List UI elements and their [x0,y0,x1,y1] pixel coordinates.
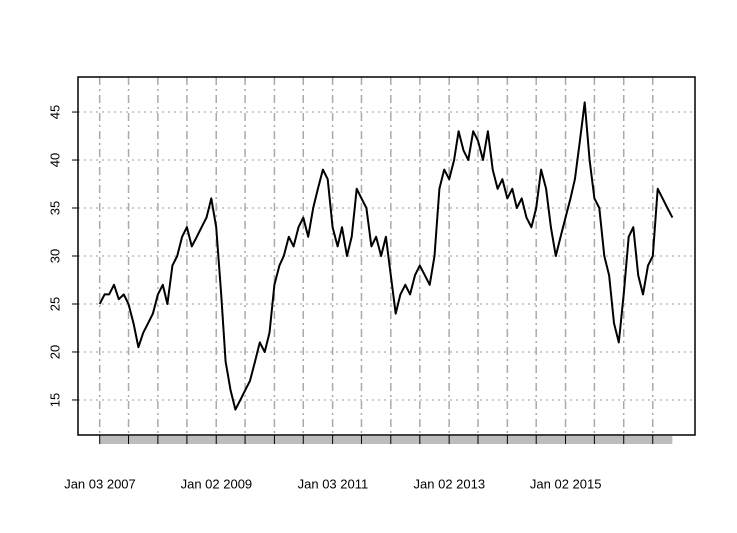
y-tick-label: 25 [47,297,62,311]
time-bar [99,436,673,444]
data-line [98,101,674,411]
x-tick-label: Jan 02 2015 [530,476,602,491]
x-tick-label: Jan 02 2013 [414,476,486,491]
y-tick-label: 30 [47,249,62,263]
x-tick-label: Jan 03 2007 [64,476,136,491]
x-tick-label: Jan 02 2009 [181,476,253,491]
y-tick-label: 15 [47,393,62,407]
plot-frame [77,76,696,436]
y-tick-label: 40 [47,153,62,167]
y-tick-label: 45 [47,105,62,119]
y-tick-label: 35 [47,201,62,215]
x-tick-label: Jan 03 2011 [298,476,369,491]
y-tick-label: 20 [47,345,62,359]
